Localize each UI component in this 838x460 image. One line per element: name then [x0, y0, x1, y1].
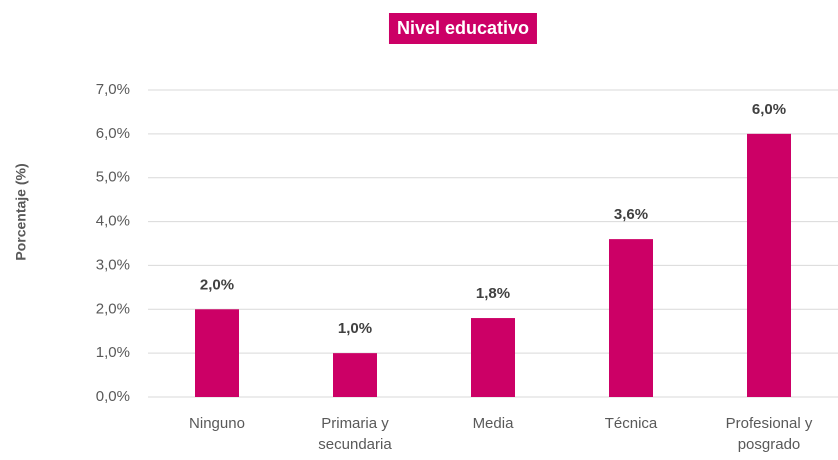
data-label: 6,0% — [752, 101, 786, 118]
x-tick-label: Primaria y secundaria — [318, 415, 392, 453]
y-tick-label: 5,0% — [96, 169, 130, 186]
y-tick-label: 3,0% — [96, 256, 130, 273]
x-tick-label: Media — [472, 415, 514, 432]
bar — [333, 353, 377, 397]
bar — [747, 133, 791, 397]
bar — [471, 318, 515, 397]
y-axis-label: Porcentaje (%) — [13, 163, 29, 260]
x-tick-label: Profesional y posgrado — [725, 415, 813, 453]
bar — [609, 239, 653, 397]
y-tick-label: 1,0% — [96, 344, 130, 361]
y-tick-label: 0,0% — [96, 388, 130, 405]
data-label: 3,6% — [614, 206, 648, 223]
y-tick-label: 2,0% — [96, 300, 130, 317]
x-tick-label: Ninguno — [189, 415, 245, 432]
data-label: 2,0% — [200, 276, 234, 293]
x-tick-label: Técnica — [604, 415, 658, 432]
y-tick-label: 4,0% — [96, 213, 130, 230]
chart-title: Nivel educativo — [388, 13, 538, 44]
y-tick-label: 6,0% — [96, 125, 130, 142]
bar — [195, 309, 239, 397]
data-label: 1,0% — [338, 320, 372, 337]
y-tick-label: 7,0% — [96, 81, 130, 98]
data-label: 1,8% — [476, 285, 510, 302]
